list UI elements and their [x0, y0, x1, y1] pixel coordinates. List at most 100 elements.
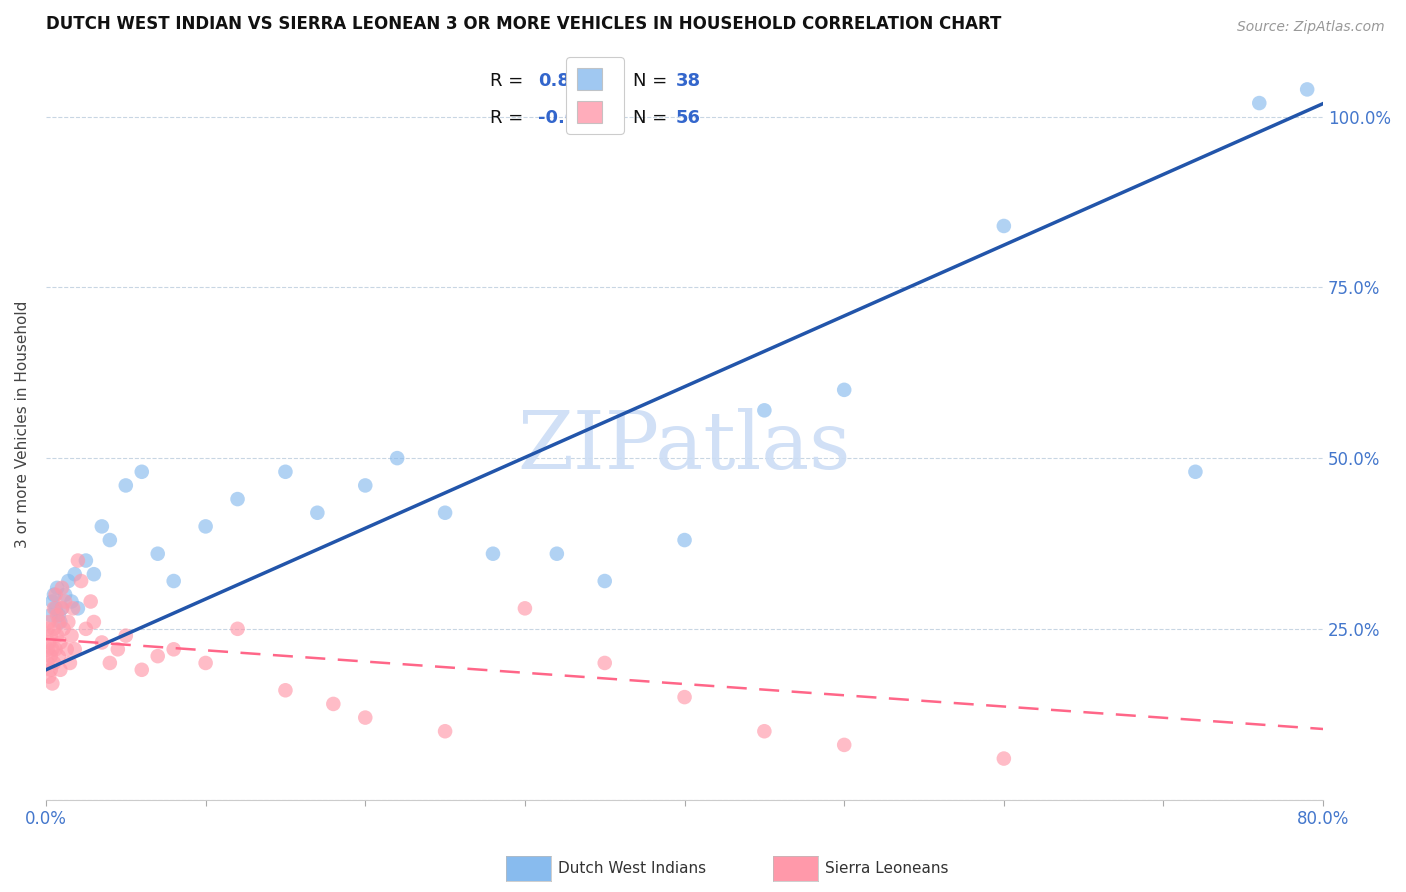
- Point: [307, 506, 329, 520]
- Point: [63, 642, 86, 657]
- Point: [42, 588, 65, 602]
- Point: [274, 683, 297, 698]
- Point: [38, 670, 60, 684]
- Point: [107, 642, 129, 657]
- Point: [46, 608, 69, 623]
- Point: [274, 465, 297, 479]
- Point: [52, 622, 75, 636]
- Text: Dutch West Indians: Dutch West Indians: [558, 862, 706, 876]
- Point: [39, 663, 62, 677]
- Text: 0.825: 0.825: [537, 72, 595, 90]
- Point: [37, 642, 59, 657]
- Point: [41, 676, 63, 690]
- Point: [62, 601, 84, 615]
- Point: [79, 594, 101, 608]
- Point: [42, 622, 65, 636]
- Point: [131, 465, 153, 479]
- Point: [49, 663, 72, 677]
- Point: [66, 601, 89, 615]
- Point: [1184, 465, 1206, 479]
- Point: [51, 581, 73, 595]
- Point: [993, 751, 1015, 765]
- Point: [42, 601, 65, 615]
- Text: R =: R =: [491, 72, 523, 90]
- Point: [832, 738, 855, 752]
- Text: Sierra Leoneans: Sierra Leoneans: [825, 862, 949, 876]
- Text: N =: N =: [634, 72, 668, 90]
- Point: [322, 697, 344, 711]
- Point: [51, 601, 73, 615]
- Point: [75, 622, 97, 636]
- Point: [754, 403, 776, 417]
- Point: [354, 710, 377, 724]
- Point: [993, 219, 1015, 233]
- Point: [48, 649, 70, 664]
- Point: [59, 656, 82, 670]
- Point: [83, 615, 105, 629]
- Point: [434, 506, 457, 520]
- Point: [83, 567, 105, 582]
- Point: [385, 451, 408, 466]
- Point: [70, 574, 93, 588]
- Point: [53, 594, 76, 608]
- Point: [226, 622, 249, 636]
- Point: [45, 588, 67, 602]
- Point: [75, 553, 97, 567]
- Point: [673, 533, 696, 547]
- Point: [46, 581, 69, 595]
- Point: [63, 567, 86, 582]
- Point: [546, 547, 568, 561]
- Point: [48, 615, 70, 629]
- Text: ZIPatlas: ZIPatlas: [517, 408, 851, 485]
- Point: [131, 663, 153, 677]
- Point: [832, 383, 855, 397]
- Point: [754, 724, 776, 739]
- Text: R =: R =: [491, 109, 523, 127]
- Point: [434, 724, 457, 739]
- Point: [90, 635, 112, 649]
- Text: N =: N =: [634, 109, 668, 127]
- Point: [146, 547, 169, 561]
- Point: [354, 478, 377, 492]
- Point: [146, 649, 169, 664]
- Point: [163, 642, 186, 657]
- Point: [39, 608, 62, 623]
- Point: [98, 656, 121, 670]
- Y-axis label: 3 or more Vehicles in Household: 3 or more Vehicles in Household: [15, 301, 30, 548]
- Point: [53, 588, 76, 602]
- Point: [90, 519, 112, 533]
- Point: [58, 574, 80, 588]
- Point: [55, 642, 77, 657]
- Point: [38, 635, 60, 649]
- Point: [593, 656, 616, 670]
- Point: [49, 615, 72, 629]
- Point: [593, 574, 616, 588]
- Text: DUTCH WEST INDIAN VS SIERRA LEONEAN 3 OR MORE VEHICLES IN HOUSEHOLD CORRELATION : DUTCH WEST INDIAN VS SIERRA LEONEAN 3 OR…: [46, 15, 1001, 33]
- Text: Source: ZipAtlas.com: Source: ZipAtlas.com: [1237, 20, 1385, 34]
- Text: 38: 38: [676, 72, 700, 90]
- Point: [60, 594, 83, 608]
- Point: [513, 601, 536, 615]
- Point: [673, 690, 696, 705]
- Point: [58, 615, 80, 629]
- Point: [37, 622, 59, 636]
- Point: [37, 656, 59, 670]
- Point: [46, 629, 69, 643]
- Point: [226, 492, 249, 507]
- Point: [163, 574, 186, 588]
- Point: [49, 635, 72, 649]
- Point: [98, 533, 121, 547]
- Point: [41, 642, 63, 657]
- Point: [39, 629, 62, 643]
- Point: [1296, 82, 1319, 96]
- Point: [48, 608, 70, 623]
- Point: [45, 642, 67, 657]
- Legend: , : ,: [567, 57, 624, 134]
- Point: [41, 594, 63, 608]
- Point: [66, 553, 89, 567]
- Point: [42, 656, 65, 670]
- Point: [114, 478, 136, 492]
- Point: [194, 519, 217, 533]
- Text: 56: 56: [676, 109, 700, 127]
- Point: [482, 547, 505, 561]
